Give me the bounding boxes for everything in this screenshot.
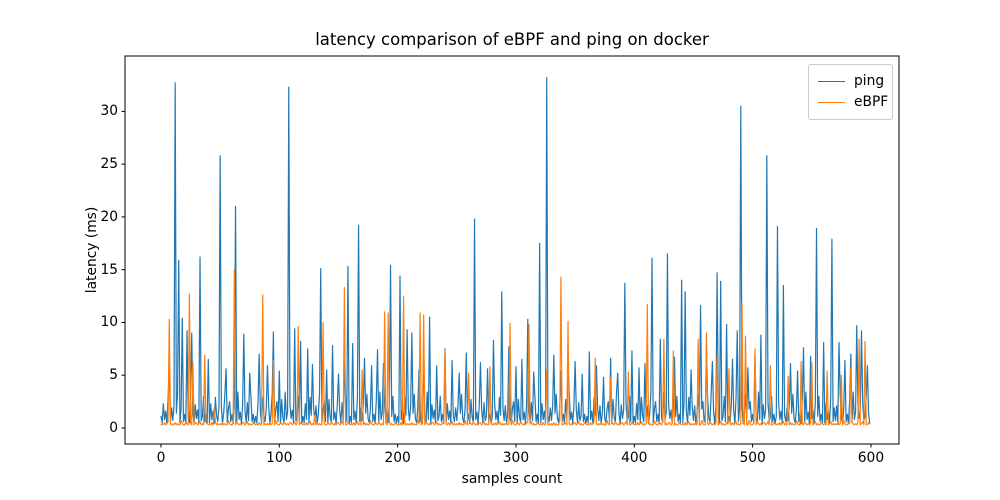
x-tick-label: 600 (857, 450, 885, 466)
y-tick-label: 15 (100, 261, 118, 278)
axes-frame (124, 55, 900, 445)
legend-label-ping: ping (854, 73, 885, 89)
y-tick-label: 25 (100, 156, 118, 173)
chart-title: latency comparison of eBPF and ping on d… (315, 30, 709, 49)
x-tick-label: 400 (621, 450, 648, 466)
x-tick-label: 0 (156, 450, 166, 466)
x-tick-label: 300 (502, 450, 530, 466)
legend: ping eBPF (808, 64, 893, 120)
y-tick-label: 10 (100, 314, 118, 331)
x-tick-label: 200 (384, 450, 411, 466)
ping-line-swatch (818, 81, 845, 82)
legend-item-ping: ping (818, 71, 885, 92)
ebpf-series-line (160, 269, 871, 426)
y-tick-label: 20 (100, 208, 118, 225)
y-tick-label: 0 (109, 419, 118, 436)
legend-item-ebpf: eBPF (818, 92, 888, 113)
x-axis-label: samples count (461, 471, 563, 487)
x-tick-label: 500 (739, 450, 766, 466)
x-tick-label: 100 (266, 450, 293, 466)
y-tick-label: 30 (100, 103, 118, 120)
ebpf-line-swatch (818, 102, 845, 103)
y-tick-label: 5 (109, 367, 118, 384)
legend-label-ebpf: eBPF (854, 94, 889, 110)
ping-series-line (160, 77, 871, 425)
